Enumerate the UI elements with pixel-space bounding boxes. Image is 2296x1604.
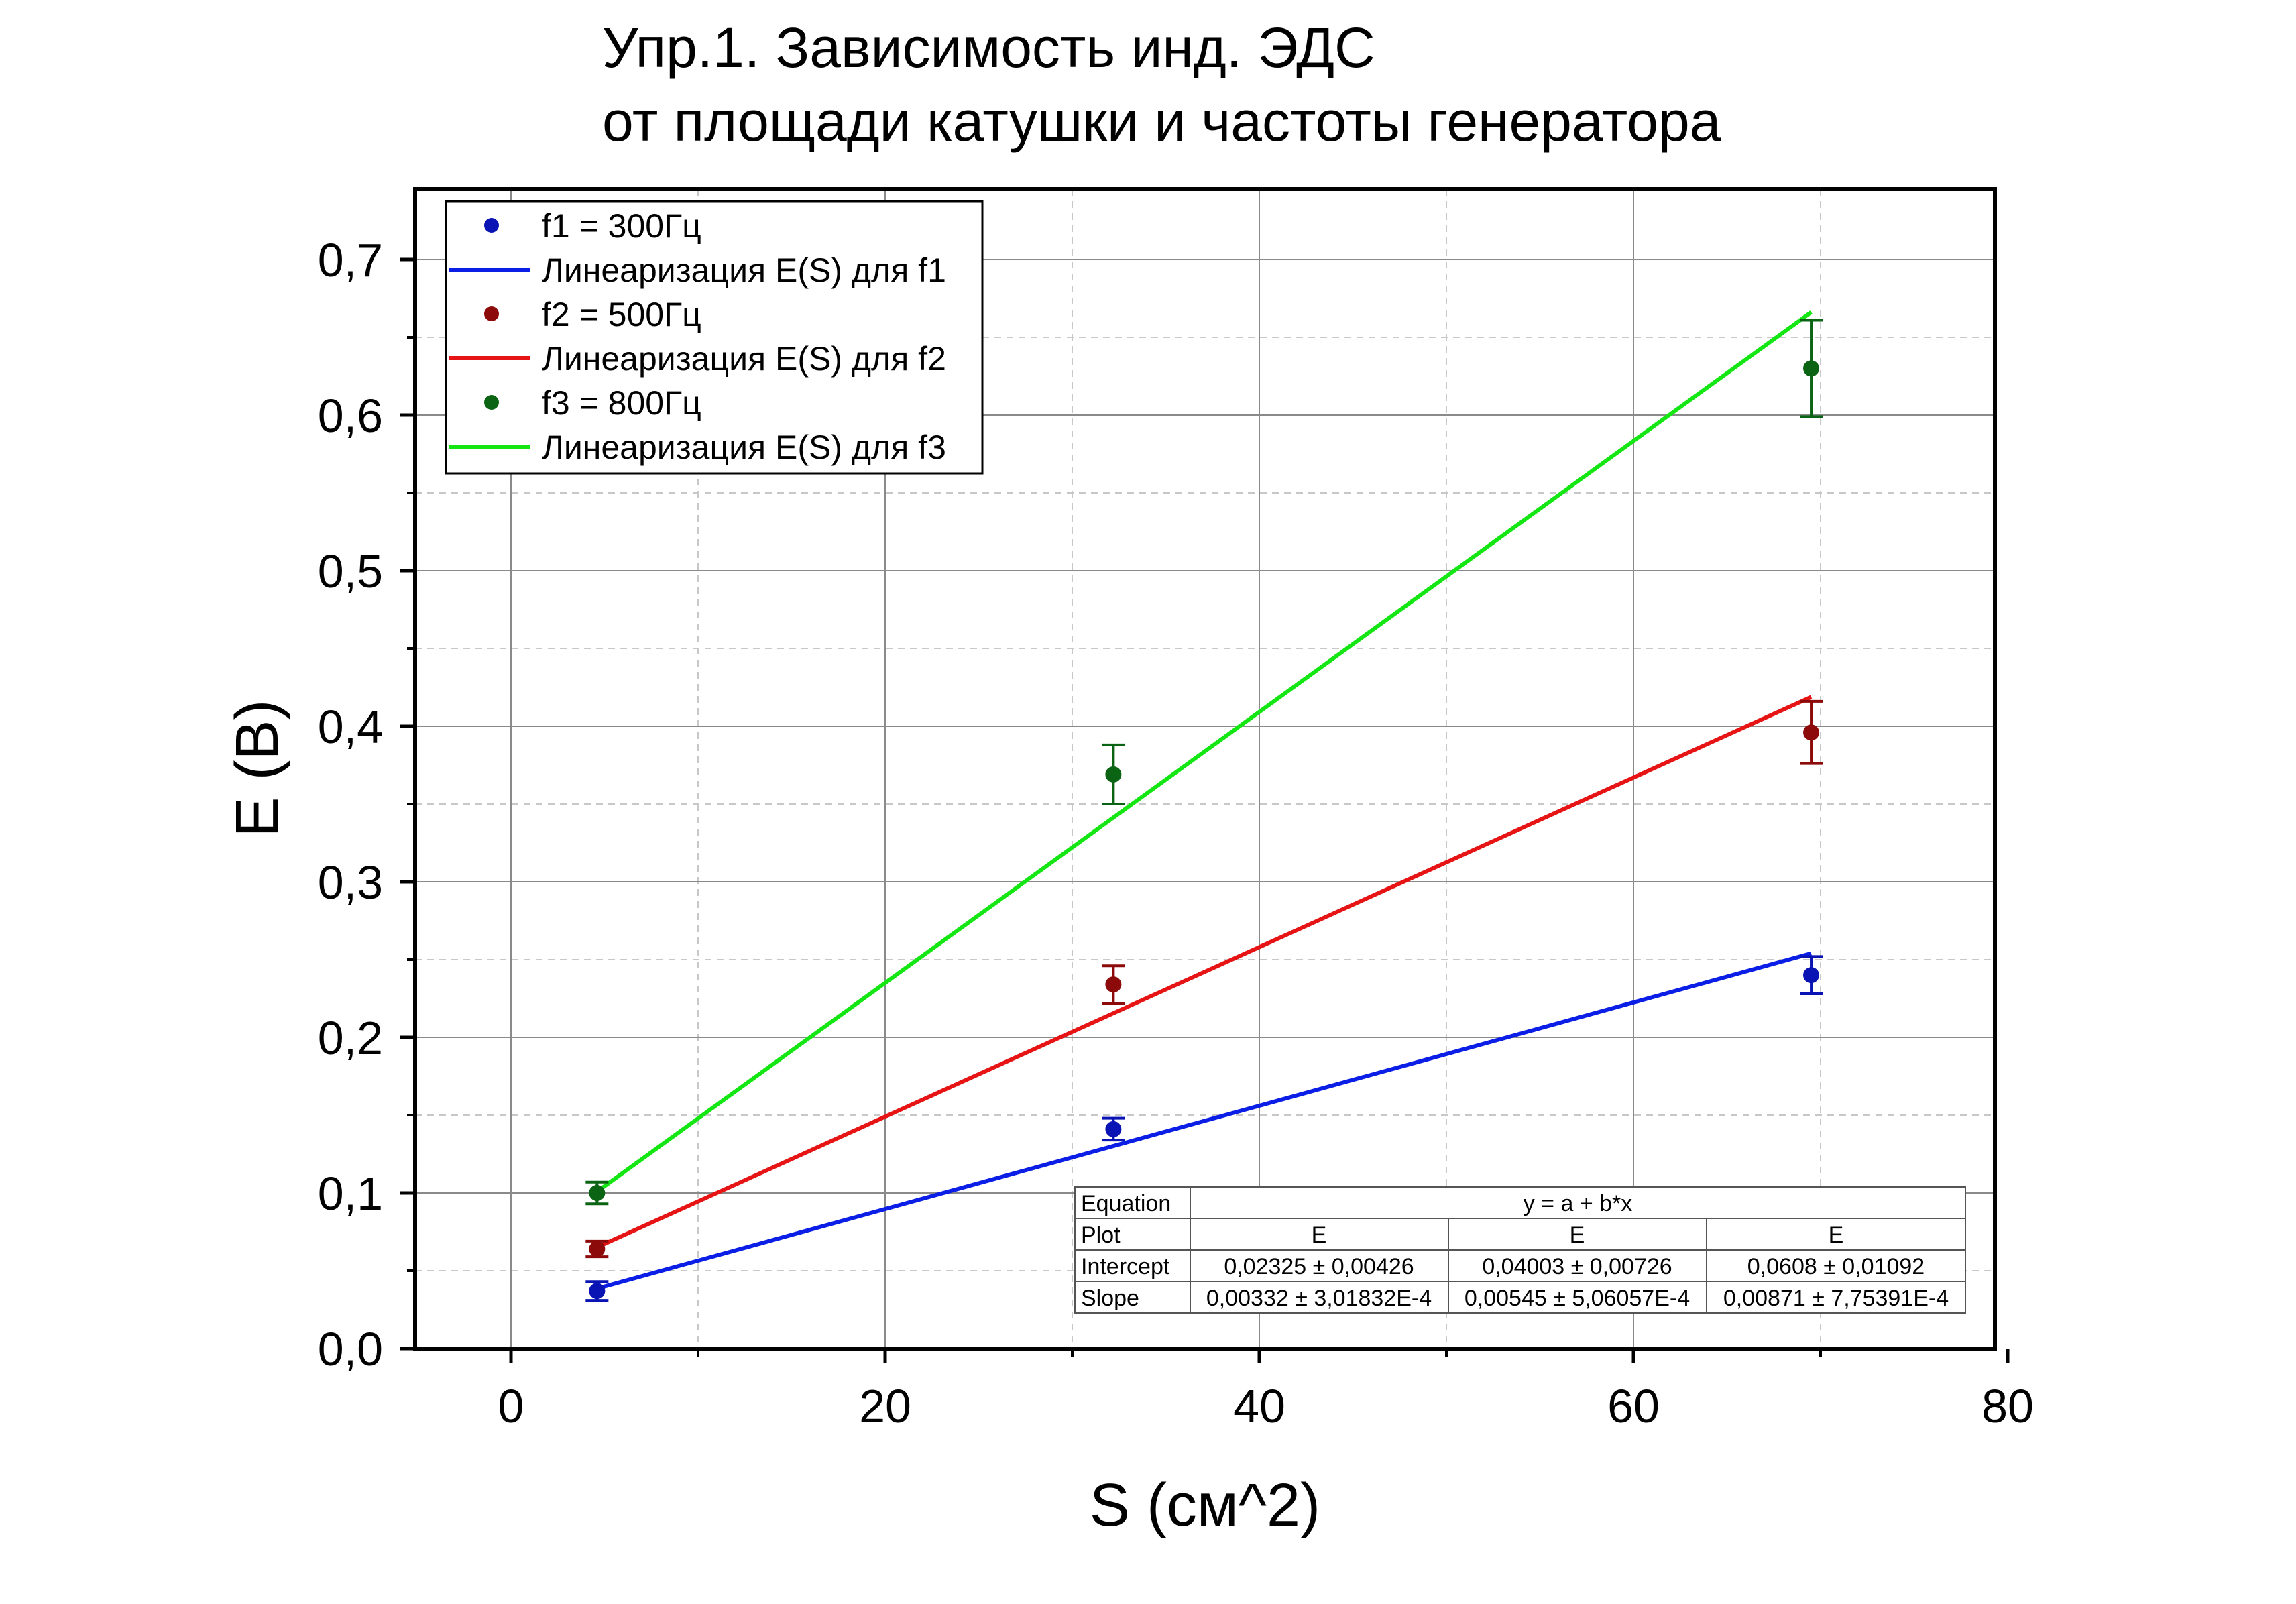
fit-table-cell: E <box>1312 1222 1327 1248</box>
data-points <box>585 319 1823 1302</box>
y-tick-label: 0,3 <box>318 856 383 909</box>
fit-table-cell: y = a + b*x <box>1524 1191 1633 1216</box>
legend-marker-f1 <box>484 218 499 233</box>
data-point-f1 <box>589 1283 606 1300</box>
fit-table-cell: Plot <box>1081 1222 1121 1248</box>
fit-line-f1 <box>596 951 1812 1291</box>
y-axis-title: E (В) <box>224 699 291 837</box>
data-point-f1 <box>1105 1121 1122 1137</box>
legend-label-f3: f3 = 800Гц <box>542 384 701 422</box>
x-tick-label: 80 <box>1982 1380 2034 1432</box>
data-point-f3 <box>1105 766 1122 783</box>
fit-results-table: Equation y = a + b*x Plot E E E Intercep… <box>1074 1186 1966 1314</box>
fit-table-cell: Equation <box>1081 1191 1171 1216</box>
legend-marker-f3 <box>484 395 499 410</box>
legend-label-fit-f1: Линеаризация E(S) для f1 <box>542 251 946 289</box>
fit-line-f2 <box>596 695 1813 1249</box>
data-point-f3 <box>589 1185 606 1201</box>
chart-title-line-2: от площади катушки и частоты генератора <box>602 90 1721 153</box>
data-point-f3 <box>1803 360 1820 377</box>
y-tick-label: 0,2 <box>318 1012 383 1064</box>
fit-line-f3 <box>595 310 1813 1194</box>
fit-table-cell: Intercept <box>1081 1254 1170 1279</box>
fit-table-cell: E <box>1829 1222 1844 1248</box>
fit-table-cell: 0,04003 ± 0,00726 <box>1482 1254 1672 1279</box>
y-tick-label: 0,5 <box>318 545 383 597</box>
legend-label-f1: f1 = 300Гц <box>542 207 701 245</box>
fit-table-cell: 0,0608 ± 0,01092 <box>1747 1254 1925 1279</box>
plot-frame <box>413 187 1997 1351</box>
data-point-f1 <box>1803 967 1820 984</box>
x-tick-label: 60 <box>1607 1380 1660 1432</box>
fit-table-cell: 0,00545 ± 5,06057E-4 <box>1465 1285 1690 1311</box>
fit-table-cell: 0,00871 ± 7,75391E-4 <box>1723 1285 1949 1311</box>
legend-label-fit-f3: Линеаризация E(S) для f3 <box>542 428 946 466</box>
x-tick-label: 40 <box>1233 1380 1285 1432</box>
data-point-f2 <box>1803 724 1820 741</box>
fit-lines <box>595 310 1813 1291</box>
x-tick-label: 0 <box>498 1380 524 1432</box>
fit-table-cell: Slope <box>1081 1285 1139 1311</box>
data-point-f2 <box>589 1241 606 1257</box>
x-axis-title: S (см^2) <box>1090 1472 1320 1539</box>
legend: f1 = 300Гц Линеаризация E(S) для f1 f2 =… <box>445 200 984 475</box>
chart-title-line-1: Упр.1. Зависимость инд. ЭДС <box>602 16 1375 79</box>
y-tick-label: 0,7 <box>318 234 383 286</box>
fit-table-cell: 0,00332 ± 3,01832E-4 <box>1206 1285 1432 1311</box>
y-tick-label: 0,4 <box>318 701 383 753</box>
legend-box <box>445 200 984 475</box>
legend-label-fit-f2: Линеаризация E(S) для f2 <box>542 340 946 378</box>
fit-table-cell: E <box>1570 1222 1585 1248</box>
x-tick-label: 20 <box>859 1380 911 1432</box>
y-tick-label: 0,1 <box>318 1167 383 1220</box>
legend-label-f2: f2 = 500Гц <box>542 296 701 333</box>
y-tick-label: 0,6 <box>318 390 383 442</box>
axis-ticks: 0 20 40 60 80 0,0 0,1 0,2 0,3 0,4 0,5 0,6 0,7 <box>318 234 2034 1432</box>
legend-marker-f2 <box>484 306 499 321</box>
fit-table-cell: 0,02325 ± 0,00426 <box>1224 1254 1414 1279</box>
data-point-f2 <box>1105 976 1122 993</box>
y-tick-label: 0,0 <box>318 1323 383 1375</box>
